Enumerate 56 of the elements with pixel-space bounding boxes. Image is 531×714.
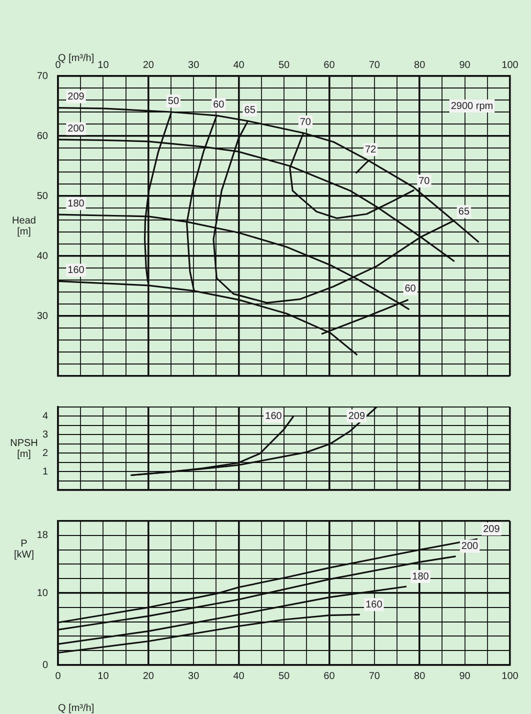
series-label: 70 xyxy=(418,176,430,187)
x-tick-label: 70 xyxy=(368,670,380,682)
y-tick-label: 3 xyxy=(42,429,48,440)
series-label: 50 xyxy=(168,96,180,107)
series-label: 160 xyxy=(68,264,85,276)
series-label: 65 xyxy=(458,206,470,218)
x-tick-label: 80 xyxy=(414,670,426,682)
x-tick-label: 40 xyxy=(233,60,245,71)
series-label: 200 xyxy=(68,123,85,134)
y-tick-label: 4 xyxy=(42,410,48,422)
x-tick-label: 50 xyxy=(278,670,290,682)
x-tick-label: 100 xyxy=(502,60,519,71)
x-tick-label: 60 xyxy=(324,60,336,71)
x-axis-title: Q [m³/h] xyxy=(58,702,94,714)
series-label: 180 xyxy=(412,571,430,582)
y-tick-label: 18 xyxy=(36,530,48,542)
series-label: 72 xyxy=(364,144,377,156)
x-tick-label: 70 xyxy=(368,60,380,71)
series-label: 180 xyxy=(68,198,85,210)
x-tick-label: 30 xyxy=(188,670,200,682)
x-tick-label: 30 xyxy=(188,60,200,71)
x-tick-label: 90 xyxy=(459,670,471,682)
series-label: 209 xyxy=(483,524,500,535)
x-tick-label: 100 xyxy=(502,670,519,682)
x-tick-label: 90 xyxy=(459,60,471,71)
x-tick-label: 10 xyxy=(98,670,110,682)
x-tick-label: 10 xyxy=(98,60,110,71)
x-tick-label: 80 xyxy=(414,60,426,71)
x-tick-label: 40 xyxy=(233,670,245,682)
series-label: 209 xyxy=(348,410,366,422)
y-tick-label: 50 xyxy=(36,190,48,202)
y-tick-label: 70 xyxy=(36,70,48,82)
x-tick-label: 50 xyxy=(278,60,290,71)
series-label: 160 xyxy=(265,410,282,422)
x-tick-label: 20 xyxy=(142,670,154,682)
text: 65 xyxy=(244,104,256,116)
y-axis-title: P [kW] xyxy=(14,538,34,560)
y-axis-title: Head [m] xyxy=(12,215,36,238)
x-tick-label: 60 xyxy=(324,670,336,682)
y-tick-label: 40 xyxy=(36,250,48,262)
y-tick-label: 1 xyxy=(42,466,48,478)
y-tick-label: 30 xyxy=(36,310,48,322)
series-label: 200 xyxy=(461,541,479,552)
y-tick-label: 2 xyxy=(42,448,48,459)
text: 70 xyxy=(300,116,311,128)
x-tick-label: 20 xyxy=(142,60,154,71)
y-tick-label: 10 xyxy=(36,588,48,599)
x-tick-label: 0 xyxy=(55,670,62,682)
annotation: 2900 rpm xyxy=(450,100,494,112)
y-tick-label: 0 xyxy=(42,660,48,671)
series-label: 209 xyxy=(68,92,85,103)
y-axis-title: NPSH [m] xyxy=(10,438,38,460)
series-label: 160 xyxy=(366,599,383,610)
series-label: 60 xyxy=(404,284,416,295)
y-tick-label: 60 xyxy=(36,130,48,142)
series-label: 60 xyxy=(213,99,225,110)
